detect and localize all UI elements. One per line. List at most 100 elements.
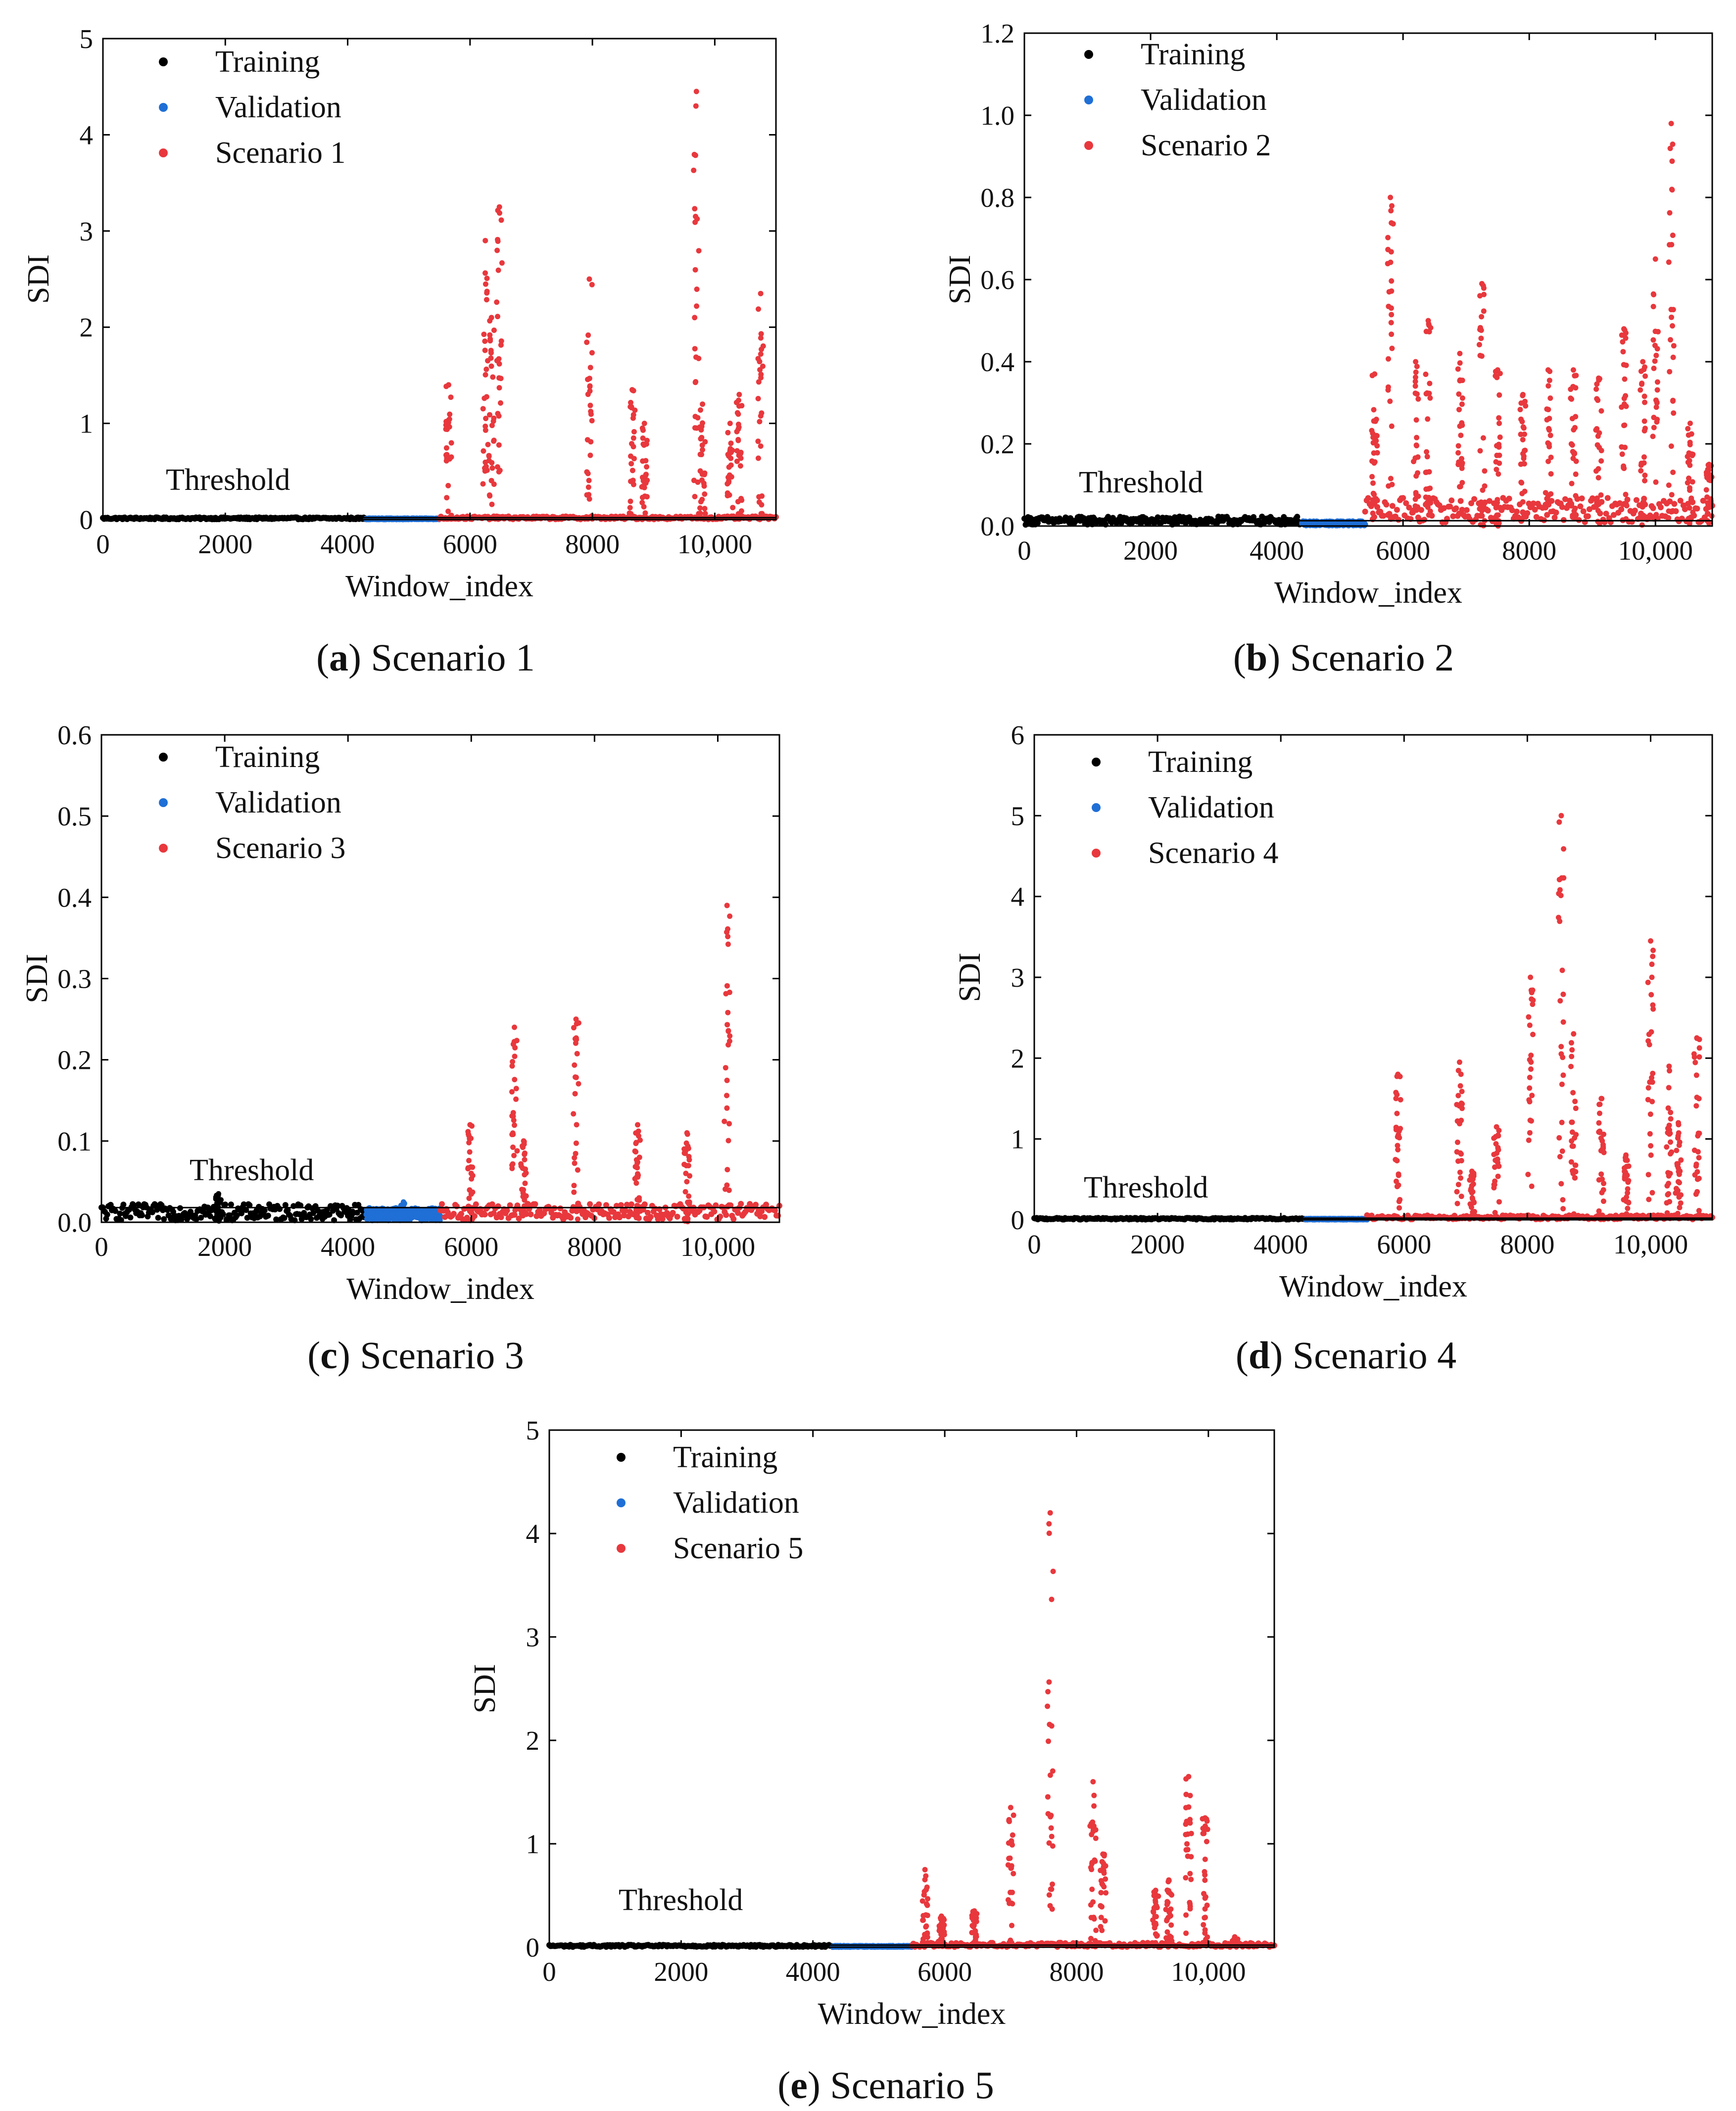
data-point	[1388, 208, 1394, 214]
data-point	[1458, 511, 1464, 517]
data-point	[772, 1207, 778, 1214]
data-point	[725, 1009, 731, 1015]
x-tick-label: 8000	[565, 529, 620, 559]
data-point	[694, 216, 700, 222]
data-point	[1530, 997, 1536, 1003]
data-point	[1496, 460, 1502, 466]
data-point	[1600, 1142, 1606, 1148]
x-tick-label: 2000	[1130, 1229, 1185, 1259]
data-point-peak	[216, 1191, 222, 1197]
data-point	[1457, 360, 1463, 366]
x-axis-title: Window_index	[1274, 576, 1462, 610]
data-point	[1666, 259, 1672, 265]
y-tick-label: 0.0	[980, 511, 1014, 541]
data-point	[1548, 471, 1554, 477]
data-point	[1648, 1152, 1654, 1158]
data-point	[1604, 495, 1611, 501]
data-point	[487, 336, 493, 342]
data-point	[1650, 948, 1656, 953]
data-point	[1415, 470, 1421, 476]
x-tick-label: 6000	[444, 1232, 498, 1262]
plot-frame	[100, 734, 780, 1223]
data-point	[1670, 398, 1676, 404]
data-point-peak	[1395, 1071, 1401, 1077]
data-point-peak	[1648, 938, 1653, 944]
y-axis-title: SDI	[20, 954, 54, 1004]
data-point	[1598, 1171, 1604, 1177]
data-point	[1455, 450, 1461, 456]
data-point	[627, 498, 633, 504]
data-point	[1530, 1032, 1536, 1037]
data-point	[1386, 511, 1393, 517]
data-point	[1560, 1072, 1566, 1078]
data-point	[470, 1189, 476, 1195]
data-point	[1556, 819, 1562, 825]
data-point	[1687, 521, 1692, 527]
data-point	[635, 1128, 641, 1134]
data-point	[1650, 337, 1656, 343]
data-point	[711, 1208, 718, 1215]
data-point	[1412, 383, 1418, 389]
data-point	[1569, 1119, 1575, 1125]
data-point	[1389, 203, 1395, 209]
data-point	[1677, 1168, 1683, 1174]
data-point	[1572, 425, 1578, 431]
data-point	[1573, 1132, 1579, 1138]
data-point	[1668, 1139, 1673, 1145]
data-point	[642, 510, 648, 516]
series-validation	[829, 1943, 915, 1950]
data-point-peak	[496, 204, 502, 210]
data-point	[1645, 979, 1651, 985]
data-point	[735, 422, 741, 427]
data-point	[1518, 432, 1524, 437]
data-point	[1577, 503, 1584, 510]
data-point	[443, 419, 449, 425]
data-point	[1155, 514, 1161, 521]
data-point	[1665, 1130, 1671, 1136]
data-point	[1622, 1168, 1628, 1174]
data-point	[1386, 483, 1392, 489]
data-point	[1370, 510, 1376, 516]
data-point	[724, 1093, 729, 1099]
data-point	[1524, 510, 1531, 516]
data-point	[1477, 327, 1483, 333]
y-tick-label: 0.2	[57, 1045, 92, 1075]
data-point	[641, 504, 647, 510]
data-point-peak	[727, 421, 733, 427]
data-point	[1667, 242, 1672, 248]
data-point	[1667, 498, 1673, 505]
data-point	[511, 1152, 517, 1158]
data-point	[1655, 329, 1661, 335]
data-point	[1457, 498, 1464, 504]
data-point	[1370, 431, 1376, 436]
data-point	[1687, 442, 1693, 447]
data-point	[724, 1167, 730, 1173]
data-point	[1594, 381, 1600, 387]
data-point	[1666, 1191, 1672, 1197]
data-point-peak	[758, 290, 764, 296]
data-point	[759, 410, 765, 416]
data-point	[1705, 519, 1711, 525]
data-point	[758, 511, 764, 517]
data-point	[1454, 1189, 1460, 1195]
data-point-peak	[1425, 318, 1431, 324]
y-axis-title: SDI	[22, 254, 55, 304]
data-point	[1595, 475, 1601, 480]
data-point	[1506, 495, 1512, 502]
x-tick-label: 2000	[1123, 535, 1178, 566]
data-point	[1705, 504, 1711, 510]
data-point	[1649, 974, 1655, 980]
data-point	[634, 1174, 639, 1180]
data-point	[1568, 1063, 1574, 1069]
data-point	[1388, 320, 1394, 326]
data-point	[1568, 1040, 1574, 1046]
data-point	[574, 1051, 580, 1056]
data-point	[1530, 500, 1537, 507]
data-point	[1492, 1178, 1498, 1184]
data-point	[1528, 1118, 1534, 1124]
data-point	[1595, 508, 1601, 514]
data-point	[1294, 514, 1301, 520]
data-point-peak	[512, 1024, 517, 1030]
data-point	[1427, 395, 1433, 401]
